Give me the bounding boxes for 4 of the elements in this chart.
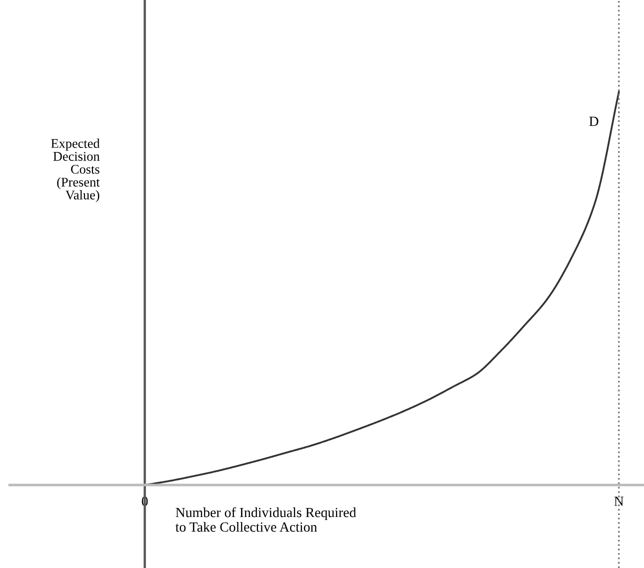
annotation: D [589, 116, 598, 126]
x-tick-label: N [614, 496, 624, 506]
y-axis-title: Expected Decision Costs (Present Value) [51, 138, 100, 202]
x-axis-title: Number of Individuals Required to Take Collective Action [175, 507, 356, 532]
